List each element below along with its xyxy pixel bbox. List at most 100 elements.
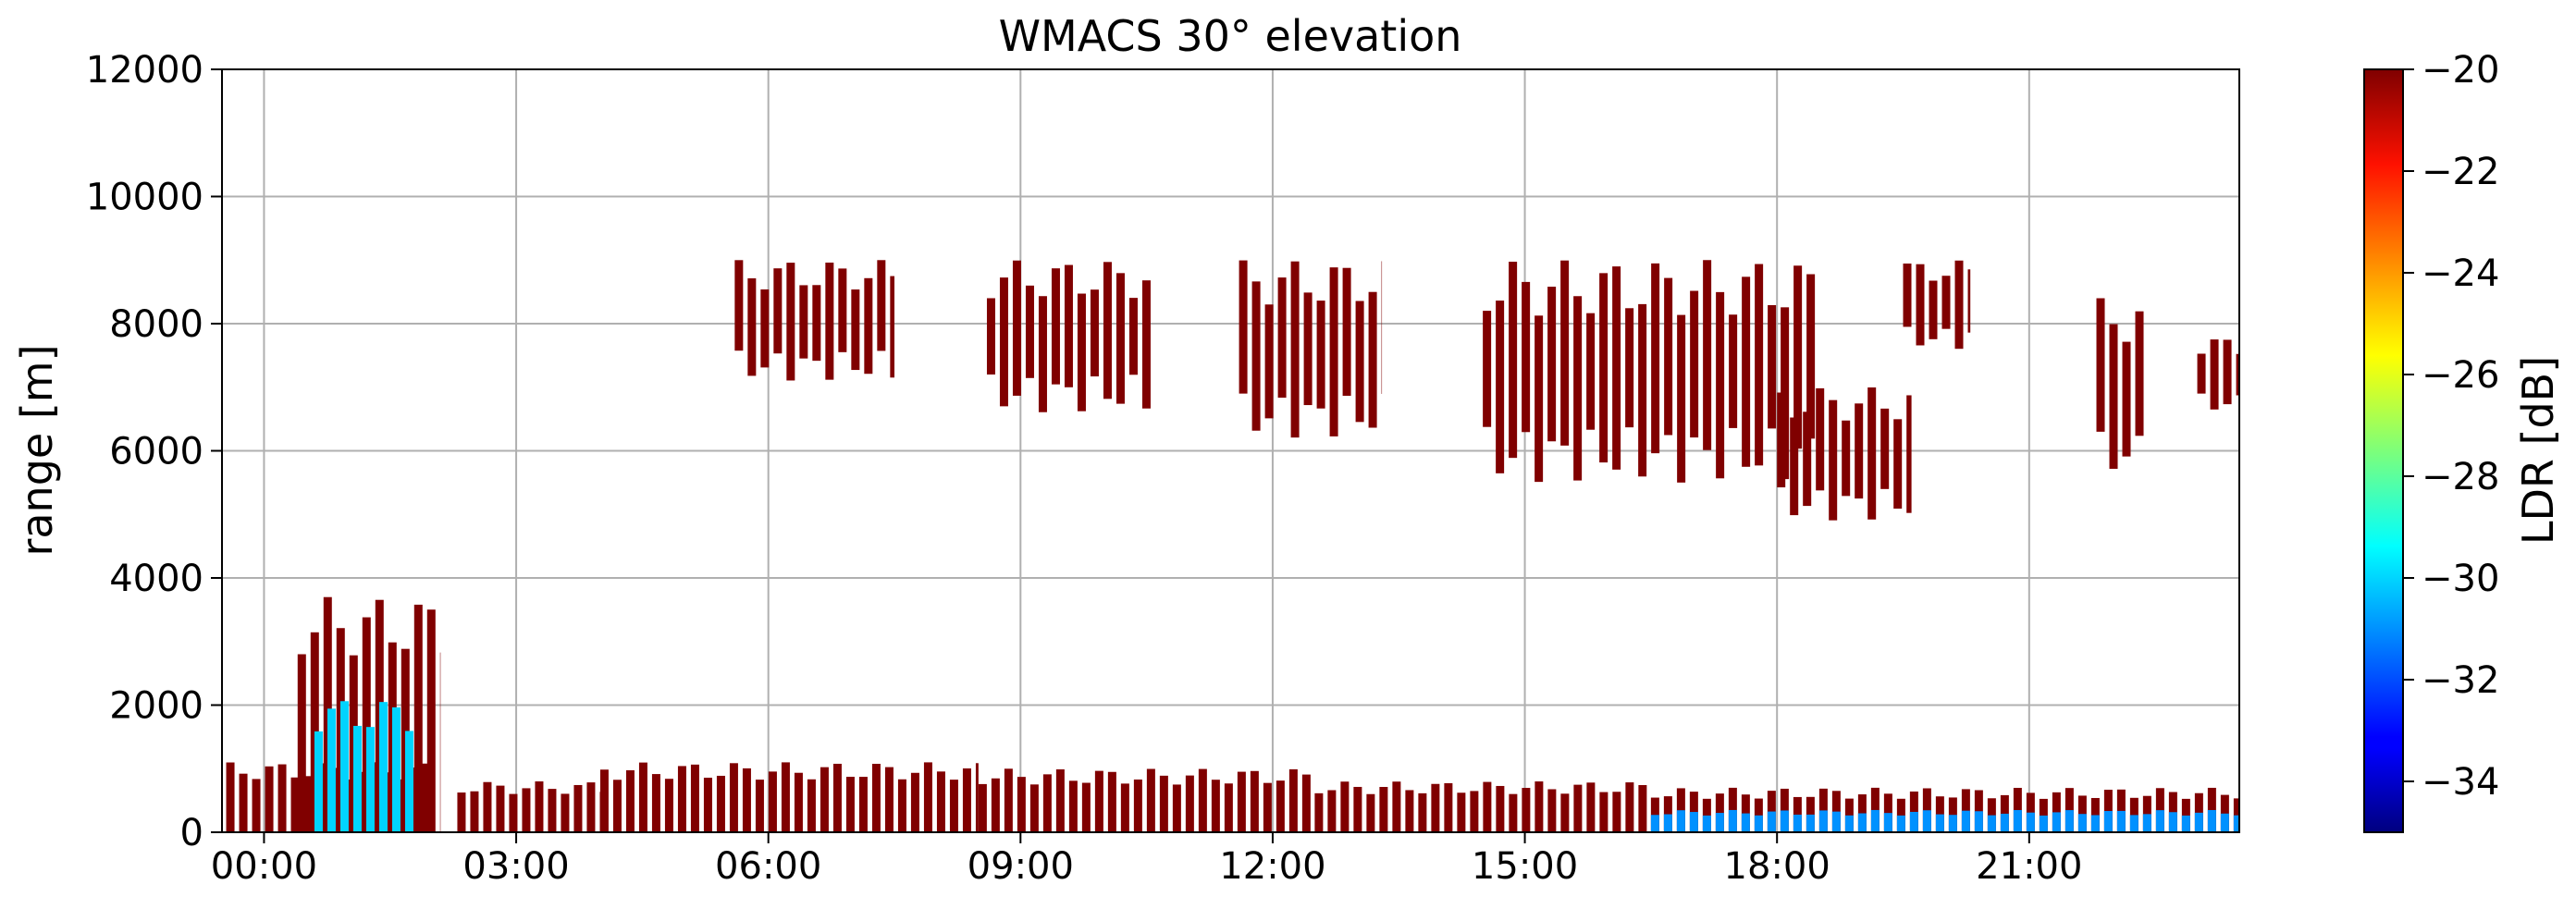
echo-profile [2194, 812, 2203, 832]
echo-profile [1664, 277, 1673, 436]
echo-profile [1509, 793, 1518, 832]
echo-profile [2116, 810, 2126, 832]
echo-profile [794, 772, 803, 832]
echo-profile [1663, 796, 1672, 832]
echo-profile [1767, 811, 1776, 832]
echo-profile [978, 783, 987, 832]
echo-profile [457, 792, 466, 832]
echo-profile [1264, 304, 1274, 419]
echo-profile [265, 766, 274, 832]
chart-title: WMACS 30° elevation [999, 11, 1462, 61]
echo-region-cirrus-8 [2197, 339, 2239, 410]
echo-profile [716, 775, 725, 832]
echo-profile [1535, 315, 1544, 483]
echo-profile [2197, 353, 2206, 394]
echo-profile [1055, 769, 1065, 832]
echo-profile [413, 604, 423, 832]
echo-profile [327, 708, 336, 832]
echo-profile [651, 774, 660, 832]
echo-profile [535, 781, 544, 832]
echo-region-low-cloud-2 [599, 762, 979, 832]
echo-profile [548, 789, 557, 832]
echo-profile [1522, 788, 1531, 832]
echo-profile [1094, 770, 1103, 832]
y-tick-label: 12000 [86, 49, 203, 92]
echo-region-low-cloud-4 [1314, 781, 1647, 832]
echo-profile [2122, 341, 2131, 457]
colorbar-axis: −20 −22 −24 −26 −28 −30 −32 −34 [2403, 49, 2499, 804]
echo-profile [1483, 311, 1492, 427]
echo-profile [586, 782, 596, 832]
echo-profile [420, 763, 429, 832]
echo-profile [470, 791, 479, 832]
y-axis: 0 2000 4000 6000 8000 10000 12000 [86, 49, 222, 854]
echo-profile [1676, 810, 1685, 832]
echo-profile [1638, 785, 1647, 832]
echo-profile [2039, 798, 2048, 832]
echo-profile [2207, 809, 2216, 832]
echo-profile [799, 285, 808, 359]
y-tick-label: 10000 [86, 177, 203, 219]
echo-profile [890, 276, 894, 378]
plot-frame [221, 68, 2240, 833]
y-tick-label: 0 [180, 812, 203, 854]
x-tick-label: 03:00 [462, 845, 569, 888]
echo-profile [825, 262, 834, 380]
x-tick-label: 18:00 [1724, 845, 1830, 888]
echo-profile [2096, 298, 2105, 432]
echo-profile [1831, 811, 1841, 832]
echo-profile [877, 260, 886, 351]
echo-profile [1128, 298, 1138, 375]
echo-profile [1115, 273, 1125, 404]
echo-profile [573, 784, 583, 832]
colorbar-tick-label: −28 [2422, 456, 2499, 498]
echo-profile [1690, 290, 1699, 438]
echo-profile [1405, 790, 1414, 832]
echo-profile [871, 763, 881, 832]
echo-profile [1599, 273, 1608, 463]
echo-profile [2155, 810, 2164, 832]
echo-profile [1211, 780, 1220, 832]
echo-profile [1916, 264, 1925, 346]
echo-profile [786, 263, 795, 381]
echo-profile [1650, 815, 1659, 832]
colorbar-tick-label: −32 [2422, 659, 2499, 702]
echo-profile [1929, 280, 1938, 339]
echo-profile [2210, 339, 2219, 410]
echo-profile [1663, 814, 1672, 832]
echo-profile [1133, 779, 1142, 832]
echo-profile [1509, 262, 1518, 459]
echo-profile [1146, 768, 1155, 832]
echo-profile [910, 772, 919, 832]
echo-profile [314, 731, 323, 832]
echo-profile [949, 780, 958, 832]
echo-profile [851, 289, 860, 371]
echo-profile [1077, 293, 1086, 412]
echo-profile [1935, 814, 1944, 832]
echo-profile [2109, 324, 2118, 469]
y-axis-label: range [m] [12, 344, 62, 556]
echo-profile [1573, 784, 1583, 832]
echo-profile [1954, 260, 1964, 350]
echo-profile [561, 793, 570, 832]
echo-profile [690, 764, 699, 832]
echo-profile [1716, 291, 1725, 479]
echo-profile [2103, 811, 2113, 832]
echo-profile [1829, 399, 1838, 521]
echo-profile [2090, 815, 2100, 832]
echo-profile [1573, 296, 1583, 481]
echo-profile [962, 768, 971, 832]
echo-profile [858, 777, 868, 832]
echo-profile [1431, 783, 1440, 832]
echo-profile [832, 763, 842, 832]
colorbar-tick-label: −30 [2422, 558, 2499, 600]
colorbar-label: LDR [dB] [2513, 356, 2563, 545]
echo-profile [1599, 792, 1608, 832]
echo-profile [1741, 813, 1750, 832]
echo-profile [1340, 781, 1350, 832]
echo-profile [1676, 788, 1685, 832]
echo-profile [1090, 289, 1099, 377]
echo-profile [768, 771, 777, 832]
echo-profile [599, 769, 609, 832]
echo-region-cirrus-6 [1903, 260, 1971, 350]
